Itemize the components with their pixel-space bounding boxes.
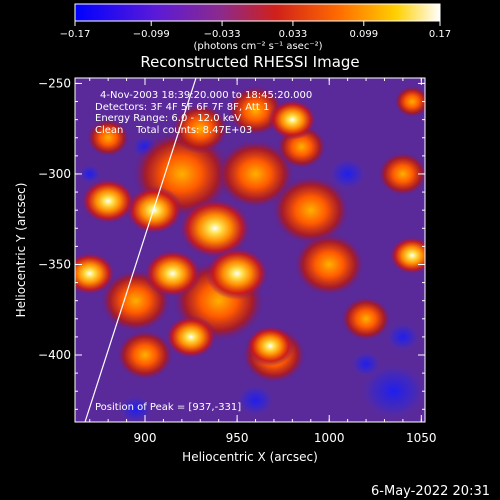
moderate-intensity-region [117, 330, 173, 380]
x-tick-label: 900 [134, 431, 157, 445]
x-tick-label: 950 [226, 431, 249, 445]
hot-spot [81, 178, 136, 224]
x-tick-label: 1000 [314, 431, 345, 445]
energy-range-label: Energy Range: 6.0 - 12.0 keV [95, 113, 241, 124]
hot-spot [75, 252, 116, 295]
low-intensity-region [236, 384, 275, 417]
hot-spot [389, 236, 425, 275]
low-intensity-region [350, 351, 382, 377]
footer-date: 6-May-2022 20:31 [371, 484, 490, 499]
colorbar-units: (photons cm⁻² s⁻¹ asec⁻²) [193, 41, 322, 52]
colorbar-tick-label: 0.17 [429, 29, 451, 40]
low-intensity-region [328, 157, 367, 190]
y-axis-ticks: −400 −350 −300 −250 [38, 76, 425, 410]
moderate-intensity-region [378, 152, 425, 196]
moderate-intensity-region [172, 103, 229, 154]
hot-spot [125, 186, 183, 234]
moderate-intensity-region [272, 176, 350, 245]
colorbar [74, 3, 441, 22]
moderate-intensity-region [87, 119, 130, 157]
low-intensity-region [385, 322, 420, 352]
detectors-label: Detectors: 3F 4F 5F 6F 7F 8F, Att 1 [95, 102, 269, 113]
colorbar-tick-label: 0.099 [349, 29, 378, 40]
plot-title: Reconstructed RHESSI Image [140, 53, 359, 71]
y-tick-label: −400 [38, 348, 71, 362]
heatmap-area [75, 78, 425, 422]
hot-spot [246, 325, 295, 367]
colorbar-tick-labels: −0.17 −0.099 −0.033 0.033 0.099 0.17 [60, 29, 451, 40]
moderate-intensity-region [217, 139, 295, 209]
hot-spot [165, 315, 217, 359]
y-tick-label: −300 [38, 167, 71, 181]
colorbar-tick-label: −0.17 [60, 29, 91, 40]
hot-spot [205, 247, 269, 300]
colorbar-tick-label: −0.099 [133, 29, 170, 40]
y-tick-label: −350 [38, 257, 71, 271]
y-axis-label: Heliocentric Y (arcsec) [14, 183, 28, 318]
solar-limb-line [84, 78, 197, 422]
x-axis-ticks: 900 950 1000 1050 [89, 78, 437, 445]
plot-frame [74, 77, 426, 423]
hot-spot [268, 99, 317, 140]
colorbar-tick-label: 0.033 [279, 29, 308, 40]
moderate-intensity-region [394, 86, 425, 118]
low-intensity-region [118, 394, 153, 422]
y-tick-label: −250 [38, 76, 71, 90]
moderate-intensity-region [341, 297, 391, 341]
x-tick-label: 1050 [406, 431, 437, 445]
low-intensity-region [78, 164, 102, 184]
peak-position-label: Position of Peak = [937,-331] [95, 402, 241, 413]
hot-spot [179, 198, 251, 259]
low-intensity-region [359, 362, 425, 421]
colorbar-ticks [74, 21, 441, 26]
time-range-label: 4-Nov-2003 18:39:20.000 to 18:45:20.000 [100, 90, 312, 101]
colorbar-tick-label: −0.033 [204, 29, 241, 40]
x-axis-label: Heliocentric X (arcsec) [182, 450, 318, 464]
hot-spot [144, 249, 202, 298]
moderate-intensity-region [294, 233, 365, 296]
clean-counts-label: Clean Total counts: 8.47E+03 [95, 125, 252, 136]
